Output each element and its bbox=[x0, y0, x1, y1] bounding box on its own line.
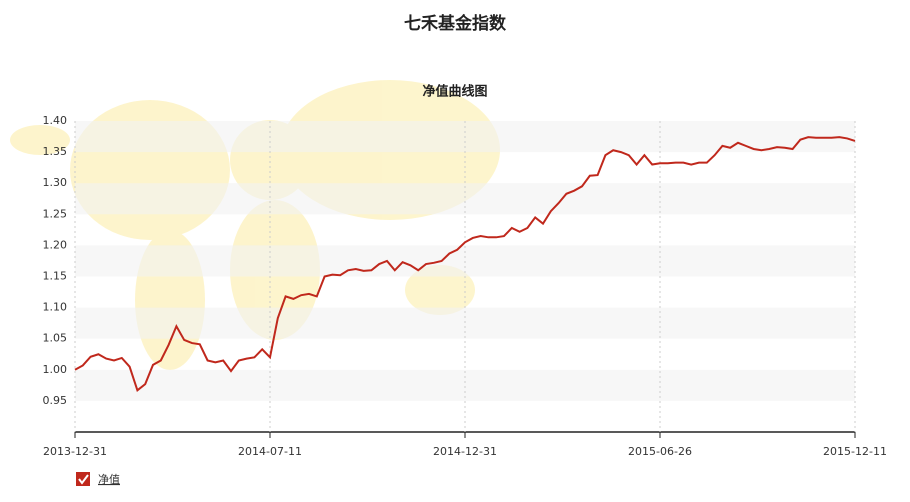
grid-band bbox=[75, 369, 855, 401]
y-tick-label: 0.95 bbox=[43, 394, 68, 407]
x-tick-label: 2013-12-31 bbox=[43, 445, 107, 458]
x-tick-label: 2015-06-26 bbox=[628, 445, 692, 458]
x-tick-label: 2014-12-31 bbox=[433, 445, 497, 458]
y-tick-label: 1.10 bbox=[43, 301, 68, 314]
legend-label[interactable]: 净值 bbox=[98, 472, 120, 486]
y-tick-label: 1.15 bbox=[43, 270, 68, 283]
line-series bbox=[74, 136, 856, 393]
y-tick-label: 1.00 bbox=[43, 363, 68, 376]
plot-bands bbox=[75, 121, 855, 401]
legend: 净值 bbox=[76, 472, 120, 486]
grid-band bbox=[75, 183, 855, 215]
y-tick-label: 1.35 bbox=[43, 145, 68, 158]
y-tick-label: 1.40 bbox=[43, 114, 68, 127]
chart-title: 七禾基金指数 bbox=[404, 13, 507, 34]
y-tick-label: 1.05 bbox=[43, 332, 68, 345]
y-tick-label: 1.25 bbox=[43, 207, 68, 220]
x-tick-label: 2015-12-11 bbox=[823, 445, 887, 458]
chart-subtitle: 净值曲线图 bbox=[422, 84, 487, 100]
check-icon bbox=[78, 474, 89, 485]
legend-checkbox[interactable] bbox=[76, 472, 90, 486]
x-tick-label: 2014-07-11 bbox=[238, 445, 302, 458]
y-tick-label: 1.20 bbox=[43, 238, 68, 251]
y-tick-label: 1.30 bbox=[43, 176, 68, 189]
